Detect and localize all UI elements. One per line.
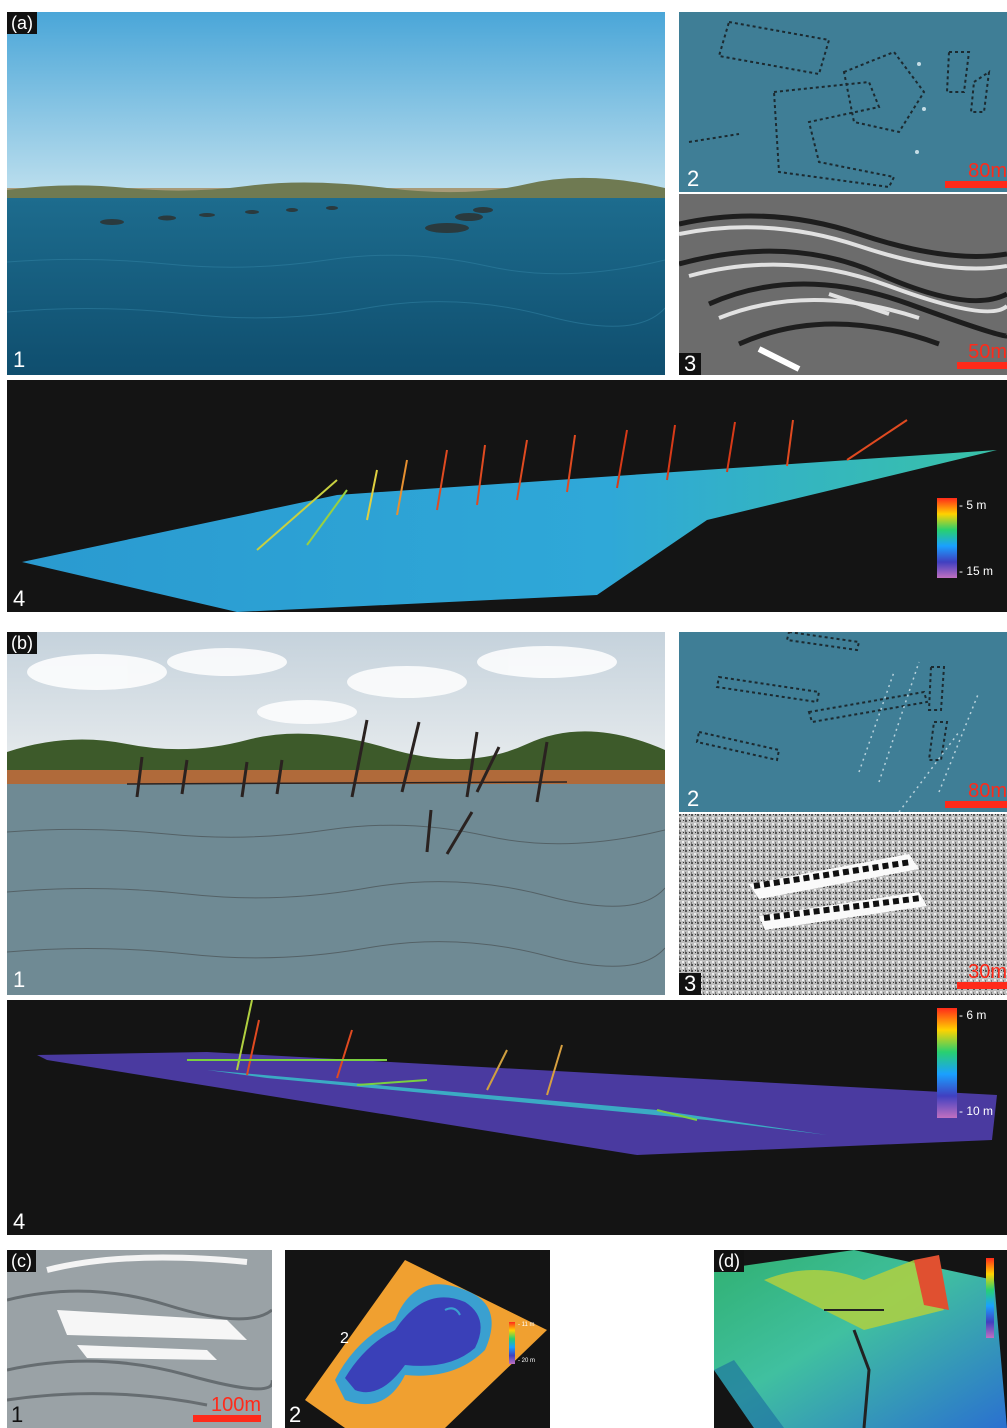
scale-bar-line: [193, 1415, 261, 1422]
panel-a-plan-scale-bar: 80m: [945, 161, 1007, 188]
panel-d: (d): [714, 1250, 1007, 1428]
panel-b-point-cloud: 4 - 6 m - 10 m: [7, 1000, 1007, 1235]
point-cloud-image: [22, 419, 997, 612]
panel-b-sidescan-scale-label: 30m: [968, 961, 1007, 983]
sonar-plan-image: [679, 12, 1007, 192]
panel-b-cloud-number: 4: [13, 1209, 26, 1234]
colorbar-top-label: - 6 m: [959, 1008, 987, 1022]
sonar-plan-image: [679, 632, 1007, 812]
panel-b-sidescan-number: 3: [679, 973, 702, 995]
panel-b-sidescan-scale-bar: 30m: [957, 962, 1007, 989]
panel-a-plan-scale-label: 80m: [968, 160, 1007, 182]
panel-c-sidescan-scale-bar: 100m: [193, 1395, 261, 1422]
panel-c-sidescan: (c) 1 100m: [7, 1250, 272, 1428]
panel-a-photo: 1 (a): [7, 12, 665, 375]
panel-c-dem: 2 2 - 11 m - 20 m: [285, 1250, 550, 1428]
panel-c-dem-inline-number: 2: [340, 1330, 349, 1347]
colorbar-bottom-label: - 10 m: [959, 1104, 994, 1118]
panel-b-plan-number: 2: [687, 786, 700, 811]
panel-a-point-cloud: 4 - 5 m - 15 m: [7, 380, 1007, 612]
panel-b-sidescan: 3 30m: [679, 814, 1007, 995]
panel-a-sidescan-scale-bar: 50m: [957, 342, 1007, 369]
scale-bar-line: [945, 801, 1007, 808]
panel-c-label: (c): [7, 1250, 36, 1272]
scale-bar-line: [957, 362, 1007, 369]
colorbar-gradient: [937, 498, 957, 578]
panel-b: 1 (b) 2 80m: [7, 632, 1007, 1235]
photo-lagoon-poles: [7, 632, 665, 995]
panel-a-sidescan-scale-label: 50m: [968, 341, 1007, 363]
panel-d-label: (d): [714, 1250, 744, 1272]
scale-bar-line: [945, 181, 1007, 188]
panel-b-depth-colorbar: - 6 m - 10 m: [937, 1008, 1007, 1118]
panel-a-sidescan-number: 3: [679, 353, 702, 375]
panel-a-plan-number: 2: [687, 166, 700, 191]
colorbar-bottom-label: - 15 m: [959, 564, 994, 578]
sidescan-image: [7, 1250, 272, 1428]
colorbar-top-label: - 11 m: [518, 1322, 535, 1328]
panel-b-photo: 1 (b): [7, 632, 665, 995]
panel-a-sonar-plan: 2 80m: [679, 12, 1007, 192]
panel-c: (c) 1 100m 2 2 - 11 m - 20 m: [7, 1250, 550, 1428]
panel-a-photo-number: 1: [13, 347, 26, 372]
sidescan-image: [679, 194, 1007, 375]
point-cloud-image: [37, 1000, 997, 1155]
panel-a-cloud-number: 4: [13, 586, 26, 611]
colorbar-gradient: [937, 1008, 957, 1118]
photo-sea-buoys: [7, 12, 665, 375]
panel-c-dem-number: 2: [289, 1402, 302, 1427]
panel-b-sonar-plan: 2 80m: [679, 632, 1007, 812]
panel-a-sidescan: 3 50m: [679, 194, 1007, 375]
bathymetry-3d-image: [714, 1250, 1007, 1428]
panel-b-plan-scale-label: 80m: [968, 780, 1007, 802]
panel-b-label: (b): [7, 632, 37, 654]
scale-bar-line: [957, 982, 1007, 989]
panel-c-sidescan-scale-label: 100m: [210, 1394, 261, 1416]
panel-a: 1 (a) 2 80m: [7, 12, 1007, 612]
panel-c-sidescan-number: 1: [11, 1402, 24, 1427]
panel-a-label: (a): [7, 12, 37, 34]
panel-a-depth-colorbar: - 5 m - 15 m: [937, 498, 1007, 578]
panel-d-depth-colorbar: [986, 1258, 994, 1338]
colorbar-top-label: - 5 m: [959, 498, 987, 512]
panel-c-depth-colorbar: - 11 m - 20 m: [509, 1322, 549, 1364]
sidescan-image: [679, 814, 1007, 995]
bathymetry-dem-image: [305, 1260, 547, 1428]
panel-b-plan-scale-bar: 80m: [945, 781, 1007, 808]
panel-b-photo-number: 1: [13, 967, 26, 992]
colorbar-gradient: [509, 1322, 515, 1364]
colorbar-bottom-label: - 20 m: [518, 1358, 536, 1364]
